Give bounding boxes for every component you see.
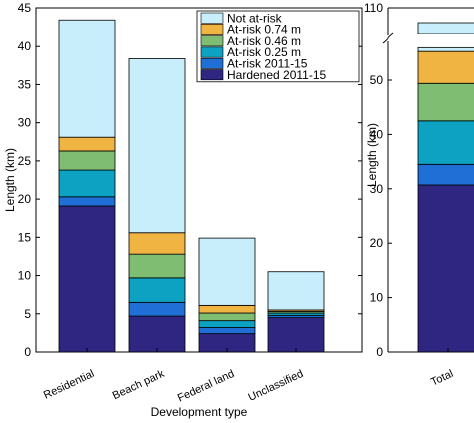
bar-segment — [58, 136, 116, 152]
legend-item: At-risk 0.74 m — [227, 23, 301, 37]
x-category-label: Federal land — [176, 368, 236, 405]
bar-segment — [417, 22, 474, 35]
y-tick-label: 25 — [18, 154, 32, 168]
y-tick-label: 40 — [18, 39, 32, 53]
y-tick-label: 20 — [370, 236, 384, 250]
y-tick-label: 40 — [370, 127, 384, 141]
y-axis-label: Length (km) — [3, 148, 17, 212]
legend-swatch — [200, 46, 224, 58]
legend-item: At-risk 0.25 m — [227, 45, 301, 59]
y-tick-label: 0 — [376, 345, 383, 359]
legend-swatch — [200, 35, 224, 47]
bar-segment — [128, 58, 186, 234]
bar-segment — [128, 232, 186, 255]
legend-swatch — [200, 23, 224, 35]
y-tick-label: 20 — [18, 192, 32, 206]
y-tick-label: 10 — [370, 291, 384, 305]
bar-segment — [417, 120, 474, 165]
bar-segment — [417, 163, 474, 186]
legend-swatch — [200, 69, 224, 81]
x-axis-label: Development type — [151, 405, 248, 419]
bar-segment — [128, 315, 186, 353]
y-tick-label: 0 — [24, 345, 31, 359]
y-tick-label: 50 — [370, 73, 384, 87]
bar-segment — [417, 50, 474, 84]
x-category-label: Total — [429, 368, 455, 389]
y-tick-label: 15 — [18, 230, 32, 244]
bar-segment — [58, 205, 116, 353]
legend-swatch — [200, 12, 224, 24]
bar-segment — [417, 82, 474, 122]
legend-item: At-risk 2011-15 — [227, 57, 308, 71]
bar-segment — [198, 320, 256, 328]
bar-segment — [267, 271, 325, 311]
bar-segment — [198, 237, 256, 306]
x-category-label: Residential — [42, 368, 96, 402]
bar-segment — [128, 301, 186, 317]
bar-break-gap — [417, 34, 474, 42]
bar-segment — [58, 196, 116, 207]
bar-segment — [198, 312, 256, 322]
legend-item: At-risk 0.46 m — [227, 34, 301, 48]
bar-segment — [198, 304, 256, 314]
y-tick-label: 45 — [18, 1, 32, 15]
bar-segment — [417, 46, 474, 52]
y-tick-label: 10 — [18, 269, 32, 283]
bar-segment — [128, 253, 186, 279]
bar-segment — [58, 150, 116, 171]
bar-segment — [417, 184, 474, 353]
y-tick-label: 30 — [18, 116, 32, 130]
y-axis-label: Length (km) — [365, 123, 379, 187]
x-category-label: Unclassified — [246, 368, 305, 404]
legend-item: Hardened 2011-15 — [227, 68, 327, 82]
bar-segment — [58, 19, 116, 138]
axis-break-mark — [382, 32, 394, 44]
bar-segment — [267, 317, 325, 353]
y-tick-label: 35 — [18, 77, 32, 91]
y-tick-label: 110 — [364, 1, 383, 15]
bar-segment — [58, 169, 116, 198]
bar-segment — [198, 327, 256, 335]
y-tick-label: 30 — [370, 182, 384, 196]
legend-swatch — [200, 57, 224, 69]
x-category-label: Beach park — [111, 368, 167, 403]
bar-segment — [128, 277, 186, 303]
legend-item: Not at-risk — [227, 11, 283, 25]
y-tick-label: 5 — [24, 307, 31, 321]
legend-box — [196, 10, 360, 83]
